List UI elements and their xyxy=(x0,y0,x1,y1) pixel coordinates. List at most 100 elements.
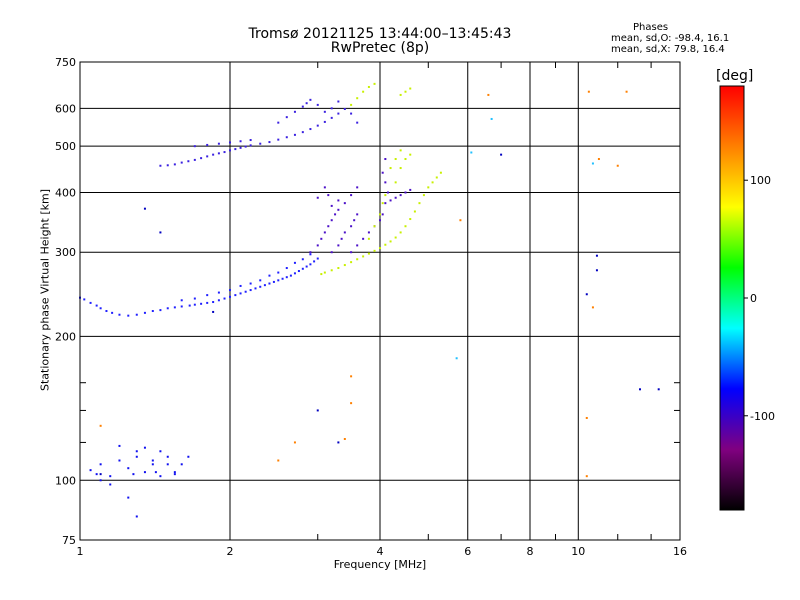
data-point xyxy=(200,302,203,305)
data-point xyxy=(151,310,154,313)
data-point xyxy=(384,181,387,184)
data-point xyxy=(330,107,333,110)
data-point xyxy=(301,258,304,261)
data-point xyxy=(268,274,271,277)
colorbar-tick-label: 0 xyxy=(750,292,757,305)
data-point xyxy=(362,90,365,93)
data-point xyxy=(132,473,135,476)
data-point xyxy=(173,473,176,476)
data-point xyxy=(323,231,326,234)
data-point xyxy=(323,120,326,123)
data-point xyxy=(367,252,370,255)
data-point xyxy=(293,133,296,136)
data-point xyxy=(356,97,359,100)
data-point xyxy=(309,263,312,266)
data-point xyxy=(244,145,247,148)
data-point xyxy=(334,213,337,216)
data-point xyxy=(353,219,356,222)
data-point xyxy=(159,475,162,478)
data-point xyxy=(384,243,387,246)
y-tick-label: 100 xyxy=(55,474,76,487)
data-point xyxy=(657,388,660,391)
data-point xyxy=(285,136,288,139)
data-point xyxy=(320,273,323,276)
data-point xyxy=(277,459,280,462)
data-point xyxy=(413,210,416,213)
data-point xyxy=(127,496,130,499)
data-point xyxy=(309,251,312,254)
data-point xyxy=(587,90,590,93)
data-point xyxy=(173,471,176,474)
data-point xyxy=(166,164,169,167)
data-point xyxy=(143,471,146,474)
data-point xyxy=(350,375,353,378)
y-tick-label: 600 xyxy=(55,102,76,115)
data-point xyxy=(187,160,190,163)
y-tick-label: 400 xyxy=(55,186,76,199)
data-point xyxy=(135,455,138,458)
data-point xyxy=(327,225,330,228)
plot-frame xyxy=(79,61,681,541)
phase-stats-o: mean, sd,O: -98.4, 16.1 xyxy=(611,33,730,44)
data-point xyxy=(309,98,312,101)
chart-title: Tromsø 20121125 13:44:00–13:45:43 xyxy=(248,26,512,42)
data-point xyxy=(591,162,594,165)
data-point xyxy=(455,357,458,360)
data-point xyxy=(309,253,312,256)
data-point xyxy=(343,108,346,111)
data-point xyxy=(350,194,353,197)
y-tick-label: 300 xyxy=(55,246,76,259)
data-point xyxy=(259,285,262,288)
data-point xyxy=(399,231,402,234)
data-point xyxy=(337,208,340,211)
data-point xyxy=(212,153,215,156)
data-point xyxy=(212,310,215,313)
y-tick-label: 200 xyxy=(55,330,76,343)
data-point xyxy=(343,202,346,205)
colorbar: 100 0 -100 xyxy=(719,85,775,511)
data-point xyxy=(285,276,288,279)
data-points-layer xyxy=(79,82,660,518)
data-point xyxy=(399,167,402,170)
data-point xyxy=(173,163,176,166)
data-point xyxy=(143,311,146,314)
data-point xyxy=(229,289,231,292)
x-tick-label: 4 xyxy=(377,545,384,558)
data-point xyxy=(111,311,114,314)
data-point xyxy=(239,146,242,149)
data-point xyxy=(597,158,600,161)
data-point xyxy=(249,282,252,285)
data-point xyxy=(585,416,588,419)
data-point xyxy=(301,105,304,108)
data-point xyxy=(109,483,112,486)
data-point xyxy=(409,87,412,90)
data-point xyxy=(180,299,183,302)
data-point xyxy=(217,291,220,294)
data-point xyxy=(389,199,392,202)
chart-subtitle: RwPretec (8p) xyxy=(330,40,430,56)
data-point xyxy=(330,219,333,222)
data-point xyxy=(277,271,280,274)
data-point xyxy=(301,267,304,270)
data-point xyxy=(381,202,384,205)
data-point xyxy=(409,153,412,156)
data-point xyxy=(379,247,381,250)
data-point xyxy=(470,151,473,154)
data-point xyxy=(313,260,316,263)
data-point xyxy=(99,424,102,427)
data-point xyxy=(625,90,628,93)
colorbar-unit: [deg] xyxy=(716,68,754,84)
data-point xyxy=(305,265,308,268)
data-point xyxy=(277,279,280,282)
data-point xyxy=(143,207,146,210)
x-tick-label: 1 xyxy=(77,545,84,558)
data-point xyxy=(159,450,162,453)
data-point xyxy=(384,158,387,161)
data-point xyxy=(343,231,346,234)
data-point xyxy=(316,124,319,127)
data-point xyxy=(105,310,108,313)
data-point xyxy=(254,287,257,290)
data-point xyxy=(490,117,493,120)
data-point xyxy=(422,194,425,197)
data-point xyxy=(289,274,292,277)
